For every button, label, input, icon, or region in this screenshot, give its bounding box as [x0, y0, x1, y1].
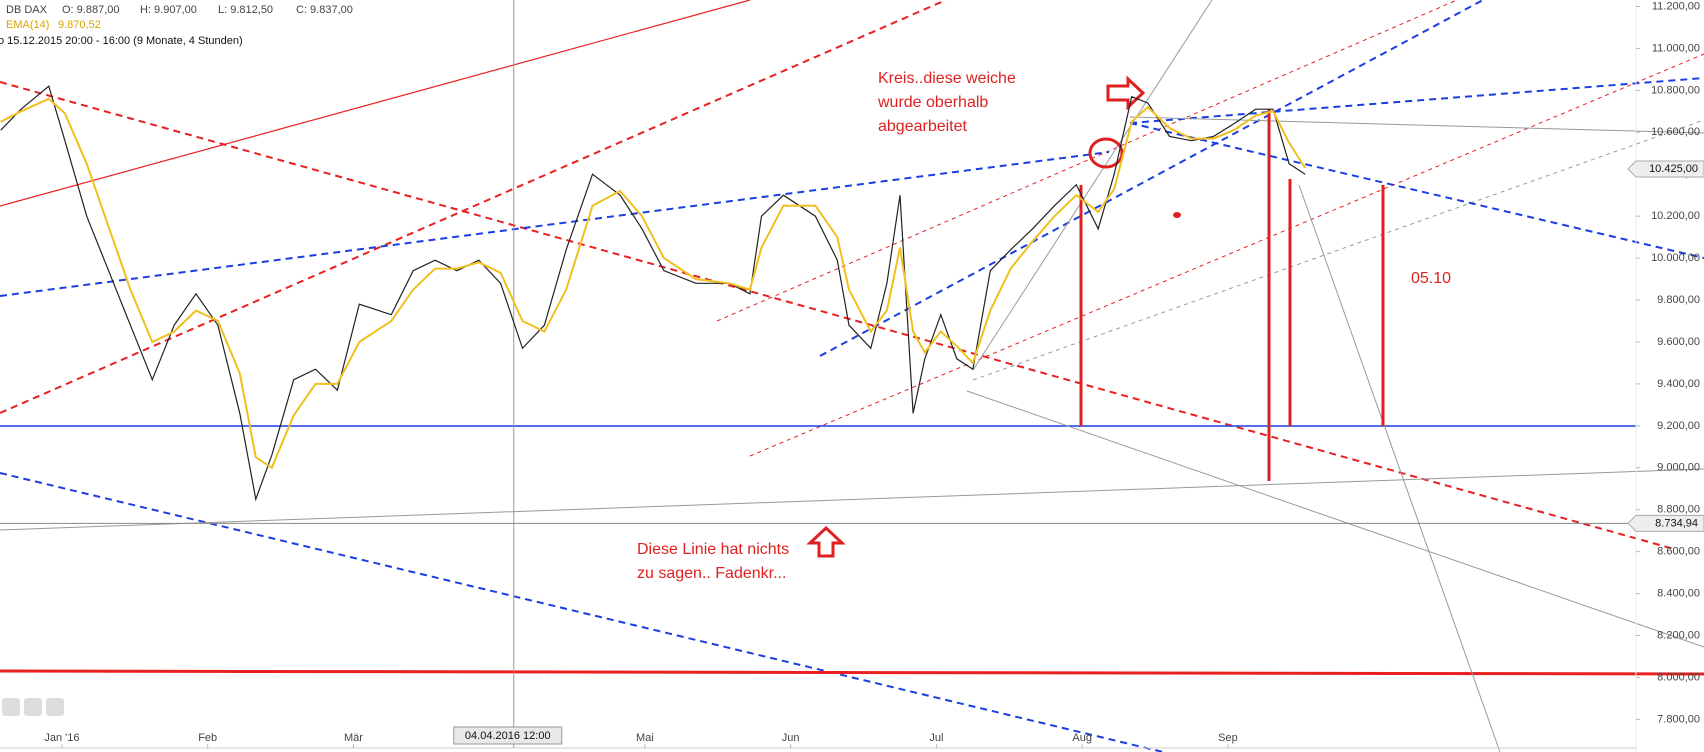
dot-marker	[1173, 212, 1181, 218]
annotation: Diese Linie hat nichts	[637, 541, 789, 558]
crosshair-label-box	[453, 726, 563, 745]
ohlc-open: O: 9.887,00	[62, 4, 120, 16]
trend-line	[749, 53, 1704, 457]
price-tag-label: 10.425,00	[1649, 163, 1698, 175]
x-tick-label: Jan '16	[44, 732, 79, 744]
y-tick-label: 9.600,00	[1657, 336, 1700, 348]
trend-line	[1129, 122, 1704, 259]
arrow-right	[1106, 75, 1146, 111]
y-tick-label: 8.600,00	[1657, 546, 1700, 558]
price-tag-label: 8.734,94	[1655, 517, 1698, 529]
y-tick-label: 10.000,00	[1651, 252, 1700, 264]
period: o 15.12.2015 20:00 - 16:00 (9 Monate, 4 …	[0, 35, 243, 47]
y-tick-label: 9.800,00	[1657, 294, 1700, 306]
x-tick-label: Mär	[344, 732, 363, 744]
trend-line	[0, 472, 1164, 752]
crosshair-label: 04.04.2016 12:00	[465, 730, 551, 742]
ema-name: EMA(14)	[6, 19, 49, 31]
tool-button[interactable]	[24, 698, 42, 716]
price-tag	[1627, 160, 1704, 178]
trend-line	[819, 0, 1484, 357]
y-tick-label: 8.800,00	[1657, 504, 1700, 516]
y-tick-label: 11.000,00	[1652, 42, 1700, 54]
tool-button[interactable]	[2, 698, 20, 716]
trend-line	[1129, 77, 1704, 124]
y-tick-label: 10.600,00	[1651, 126, 1700, 138]
x-tick-label: Feb	[198, 732, 217, 744]
ema-value: 9.870,52	[58, 19, 101, 31]
ema-line	[0, 97, 1307, 470]
trend-line	[716, 0, 1458, 322]
y-tick-label: 9.400,00	[1657, 378, 1700, 390]
y-tick-label: 10.800,00	[1651, 84, 1700, 96]
annotation: 05.10	[1411, 270, 1451, 287]
trend-line	[972, 119, 1704, 381]
x-tick-label: Sep	[1218, 732, 1238, 744]
trend-line	[0, 81, 1675, 550]
y-tick-label: 11.200,00	[1652, 0, 1700, 12]
annotation: zu sagen.. Fadenkr...	[637, 565, 786, 582]
ohlc-close: C: 9.837,00	[296, 4, 353, 16]
ohlc-high: H: 9.907,00	[140, 4, 197, 16]
trend-line	[0, 468, 1704, 531]
toolbar	[2, 698, 64, 716]
trend-line	[972, 0, 1213, 371]
y-tick-label: 10.200,00	[1651, 210, 1700, 222]
annotation: abgearbeitet	[878, 118, 968, 135]
support-line	[0, 669, 1704, 676]
trend-line	[1298, 184, 1501, 752]
x-tick-label: Jul	[929, 732, 943, 744]
trend-line	[966, 390, 1704, 648]
annotation: wurde oberhalb	[877, 94, 988, 111]
annotation: Kreis..diese weiche	[878, 70, 1016, 87]
y-tick-label: 8.400,00	[1657, 588, 1700, 600]
price-line	[0, 85, 1306, 502]
trend-line	[0, 0, 751, 207]
arrow-up	[806, 525, 846, 558]
circle-marker	[1088, 137, 1124, 169]
y-tick-label: 8.200,00	[1657, 629, 1700, 641]
ohlc-low: L: 9.812,50	[218, 4, 273, 16]
trend-line	[0, 0, 947, 414]
tool-button[interactable]	[46, 698, 64, 716]
x-tick-label: Aug	[1072, 732, 1092, 744]
y-tick-label: 9.000,00	[1657, 462, 1700, 474]
x-tick-label: Jun	[782, 732, 800, 744]
trend-line	[1129, 116, 1704, 134]
trend-line	[0, 151, 1110, 297]
series-name: DB DAX	[6, 4, 48, 16]
y-tick-label: 8.000,00	[1657, 671, 1700, 683]
x-tick-label: Mai	[636, 732, 654, 744]
y-tick-label: 9.200,00	[1657, 420, 1700, 432]
y-tick-label: 7.800,00	[1657, 713, 1700, 725]
price-tag	[1627, 514, 1704, 532]
